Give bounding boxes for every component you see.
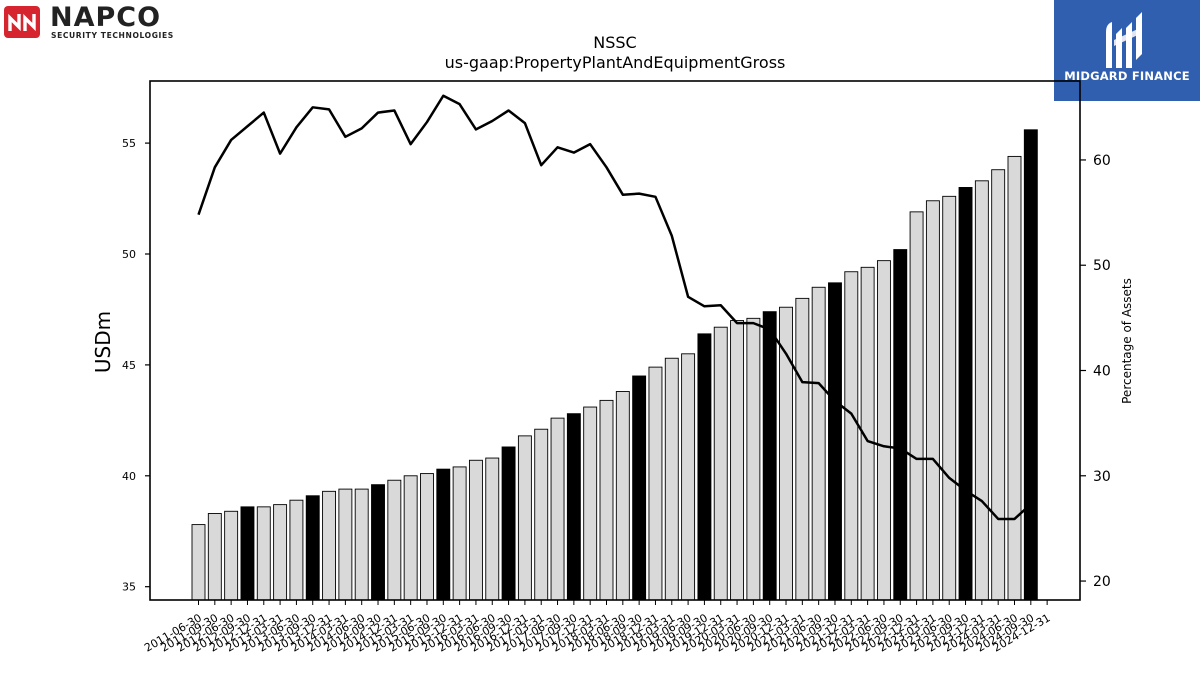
y-right-tick-label: 50 xyxy=(1093,258,1111,274)
napco-tagline: SECURITY TECHNOLOGIES xyxy=(51,31,174,40)
bar xyxy=(191,524,206,601)
plot-frame xyxy=(149,80,1081,601)
axes-group: 354045505520304050602011-06-302011-09-30… xyxy=(122,80,1111,655)
bar xyxy=(256,506,271,601)
midgard-wordmark: MIDGARD FINANCE xyxy=(1064,69,1190,83)
bar xyxy=(681,353,696,601)
bar xyxy=(958,187,973,601)
bar xyxy=(371,484,385,601)
bar xyxy=(452,466,467,601)
bar xyxy=(844,271,859,601)
midgard-logo-mark-icon xyxy=(1106,12,1142,68)
bar xyxy=(599,399,614,601)
bar xyxy=(550,417,565,601)
bar xyxy=(1007,155,1022,601)
bar xyxy=(615,391,630,601)
bar xyxy=(534,428,549,601)
bar xyxy=(1023,129,1038,601)
bar xyxy=(713,326,728,601)
bar xyxy=(501,446,516,601)
bar xyxy=(517,435,532,601)
bar xyxy=(925,200,940,601)
y-right-tick-label: 30 xyxy=(1093,469,1111,485)
bar xyxy=(746,317,761,601)
bars-group xyxy=(191,129,1038,601)
bar xyxy=(632,375,647,601)
line-group xyxy=(197,94,1032,521)
y-axis-label: USDm xyxy=(91,311,115,373)
bar xyxy=(289,499,304,601)
napco-logo: NAPCO SECURITY TECHNOLOGIES xyxy=(4,2,214,40)
y-right-tick-label: 20 xyxy=(1093,574,1111,590)
bar xyxy=(648,366,663,601)
bar xyxy=(354,488,369,601)
bar xyxy=(811,286,826,601)
bar xyxy=(730,320,745,601)
bar xyxy=(403,475,418,601)
bar xyxy=(974,180,989,601)
y-right-tick-label: 40 xyxy=(1093,364,1111,380)
bar xyxy=(273,504,288,601)
bar xyxy=(795,297,810,601)
bar xyxy=(893,249,908,601)
napco-logo-mark-icon xyxy=(4,6,40,38)
bar xyxy=(420,473,434,601)
chart-title: NSSC xyxy=(593,33,636,52)
bar xyxy=(991,169,1006,601)
percentage-line xyxy=(197,94,1032,521)
bar xyxy=(207,513,222,601)
chart-subtitle: us-gaap:PropertyPlantAndEquipmentGross xyxy=(445,53,786,72)
bar xyxy=(762,311,777,601)
bar xyxy=(224,510,239,601)
bar xyxy=(338,488,353,601)
bar xyxy=(779,306,793,601)
y-tick-label: 50 xyxy=(122,248,136,261)
bar xyxy=(697,333,712,601)
midgard-finance-logo: MIDGARD FINANCE xyxy=(1054,0,1200,101)
bar xyxy=(828,282,842,601)
bar xyxy=(566,413,581,601)
bar xyxy=(322,490,337,601)
y-right-tick-label: 60 xyxy=(1093,153,1111,169)
bar xyxy=(436,468,451,601)
bar xyxy=(664,357,679,601)
bar xyxy=(468,459,483,601)
bar xyxy=(942,195,957,601)
y-tick-label: 35 xyxy=(122,581,136,594)
bar xyxy=(387,479,402,601)
y-axis-right-label: Percentage of Assets xyxy=(1120,278,1134,404)
y-tick-label: 40 xyxy=(122,470,136,483)
bar xyxy=(240,506,255,601)
y-tick-label: 55 xyxy=(122,137,136,150)
bar xyxy=(876,260,891,601)
bar xyxy=(909,211,924,601)
bar xyxy=(305,495,320,601)
bar xyxy=(583,406,598,601)
y-tick-label: 45 xyxy=(122,359,136,372)
napco-wordmark: NAPCO xyxy=(50,2,162,33)
bar xyxy=(485,457,500,601)
